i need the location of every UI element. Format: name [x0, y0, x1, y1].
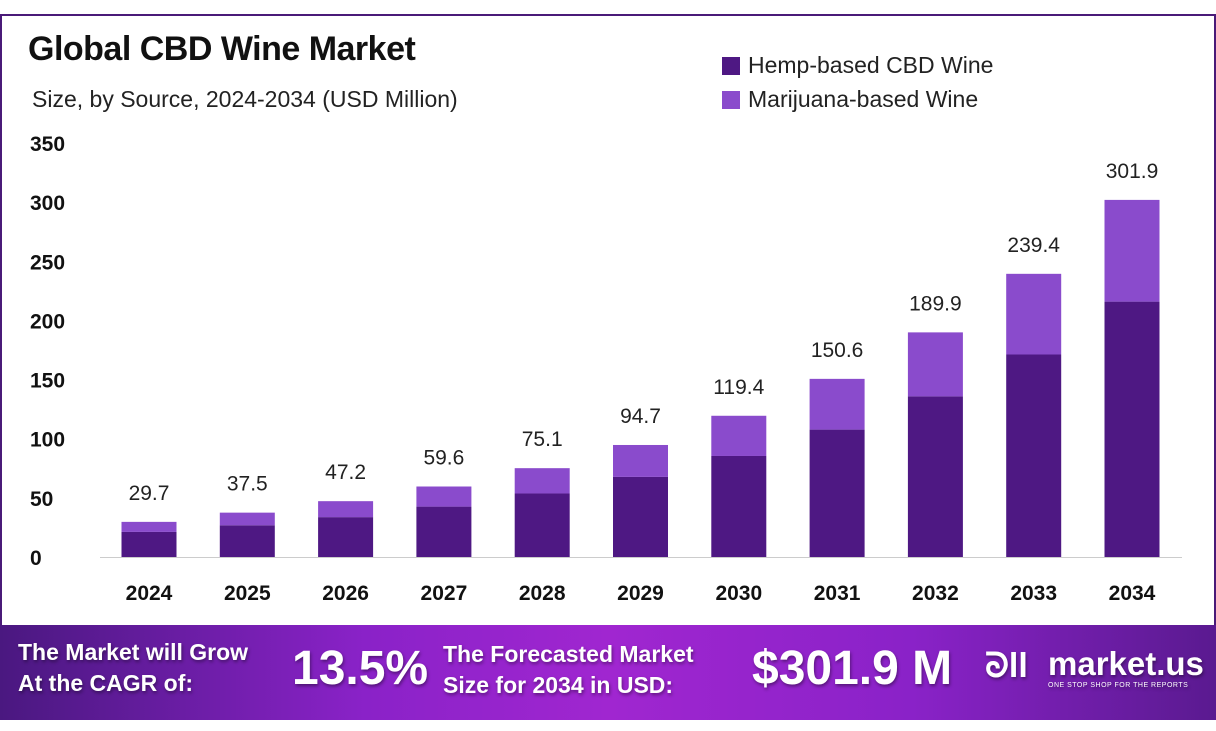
- y-tick-label: 0: [30, 547, 42, 570]
- legend-item-marijuana: Marijuana-based Wine: [722, 86, 978, 113]
- bar-segment-hemp: [711, 455, 767, 557]
- chart-subtitle: Size, by Source, 2024-2034 (USD Million): [32, 86, 458, 112]
- forecast-label-line2: Size for 2034 in USD:: [443, 672, 674, 698]
- legend-swatch-hemp: [722, 56, 740, 75]
- x-tick-label: 2024: [126, 582, 173, 605]
- x-tick-label: 2033: [1010, 582, 1057, 605]
- x-tick-label: 2034: [1109, 582, 1156, 605]
- bar-segment-marijuana: [121, 521, 177, 532]
- cagr-label-line1: The Market will Grow: [18, 639, 249, 665]
- y-tick-label: 350: [30, 133, 65, 156]
- total-data-label: 239.4: [1007, 234, 1060, 257]
- x-tick-label: 2029: [617, 582, 664, 605]
- total-data-label: 37.5: [227, 473, 268, 496]
- bar-segment-marijuana: [711, 415, 767, 456]
- y-tick-label: 250: [30, 251, 65, 274]
- legend-label: Hemp-based CBD Wine: [748, 52, 994, 78]
- forecast-label-line1: The Forecasted Market: [443, 641, 694, 667]
- bar-segment-hemp: [514, 493, 570, 557]
- bar-segment-hemp: [121, 531, 177, 557]
- cagr-value: 13.5%: [292, 642, 429, 695]
- total-data-label: 189.9: [909, 292, 962, 315]
- legend-label: Marijuana-based Wine: [748, 86, 979, 112]
- bar-segment-marijuana: [907, 332, 963, 397]
- total-data-label: 47.2: [325, 461, 366, 484]
- bar-segment-marijuana: [613, 444, 668, 477]
- bar-segment-hemp: [219, 525, 275, 557]
- bar-segment-marijuana: [514, 468, 570, 494]
- bar-segment-hemp: [907, 396, 963, 557]
- chart-title: Global CBD Wine Market: [28, 30, 416, 68]
- legend-swatch-marijuana: [722, 90, 740, 109]
- cagr-label-line2: At the CAGR of:: [18, 670, 194, 696]
- x-tick-label: 2028: [519, 582, 566, 605]
- total-data-label: 150.6: [811, 339, 864, 362]
- total-data-label: 59.6: [423, 447, 464, 470]
- bar-segment-marijuana: [1104, 199, 1160, 302]
- forecast-value: $301.9 M: [752, 642, 953, 695]
- total-data-label: 119.4: [713, 376, 764, 399]
- bar-segment-marijuana: [416, 486, 472, 507]
- y-tick-label: 50: [30, 488, 53, 511]
- total-data-label: 75.1: [522, 428, 563, 451]
- y-tick-label: 150: [30, 370, 65, 393]
- bar-segment-marijuana: [318, 501, 374, 518]
- bar-segment-hemp: [318, 517, 374, 557]
- x-tick-label: 2026: [322, 582, 369, 605]
- summary-banner: The Market will Grow At the CAGR of: 13.…: [0, 625, 1216, 720]
- bar-segment-marijuana: [219, 512, 275, 526]
- bar-chart: 0 50 100 150 200 250 300 350 29.7 2024 37.5 2025 47.…: [30, 133, 1182, 605]
- total-data-label: 94.7: [620, 405, 661, 428]
- x-tick-label: 2032: [912, 582, 959, 605]
- logo-name: market.us: [1048, 645, 1204, 682]
- bar-segment-hemp: [613, 476, 668, 557]
- y-tick-label: 200: [30, 310, 65, 333]
- market-us-logo-icon: ᘐll: [985, 647, 1028, 685]
- x-tick-label: 2027: [421, 582, 468, 605]
- logo-tagline: ONE STOP SHOP FOR THE REPORTS: [1048, 682, 1189, 689]
- bar-segment-marijuana: [809, 378, 865, 430]
- total-data-label: 29.7: [129, 482, 170, 505]
- bar-segment-hemp: [1104, 301, 1160, 557]
- x-tick-label: 2031: [814, 582, 861, 605]
- bar-segment-hemp: [809, 429, 865, 557]
- x-tick-label: 2025: [224, 582, 271, 605]
- bar-segment-hemp: [1006, 354, 1062, 557]
- y-tick-label: 300: [30, 192, 65, 215]
- bar-segment-hemp: [416, 506, 472, 557]
- total-data-label: 301.9: [1106, 160, 1159, 183]
- bar-segment-marijuana: [1006, 273, 1062, 355]
- y-tick-label: 100: [30, 429, 65, 452]
- x-tick-label: 2030: [715, 582, 762, 605]
- legend-item-hemp: Hemp-based CBD Wine: [722, 52, 993, 79]
